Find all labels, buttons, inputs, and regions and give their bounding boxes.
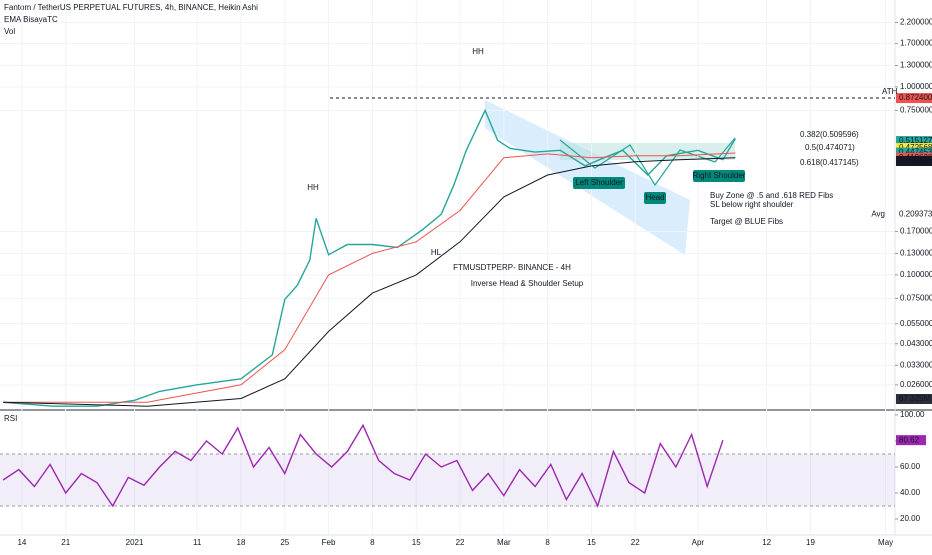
- y-tick-label: 2.200000: [900, 18, 932, 27]
- annotation: Head: [645, 193, 664, 202]
- annotation: Target @ BLUE Fibs: [710, 217, 783, 226]
- y-tick-label: 60.00: [900, 462, 921, 471]
- annotation: Left Shoulder: [575, 178, 623, 187]
- x-tick-label: 11: [193, 538, 202, 547]
- ath-label: ATH: [882, 87, 898, 96]
- price-line: [3, 152, 736, 403]
- x-tick-label: 2021: [126, 538, 144, 547]
- y-tick-label: 0.750000: [900, 106, 932, 115]
- y-tick-label: 1.700000: [900, 39, 932, 48]
- annotation: SL below right shoulder: [710, 200, 794, 209]
- price-tag: [896, 93, 932, 104]
- annotation: 0.382(0.509596): [800, 130, 859, 139]
- x-tick-label: 18: [237, 538, 246, 547]
- y-tick-label: 40.00: [900, 488, 921, 497]
- rsi-tag-label: 80.62: [899, 435, 920, 444]
- x-tick-label: 22: [631, 538, 640, 547]
- price-tag-label: 0.403562: [899, 156, 932, 165]
- y-tick-label: 1.000000: [900, 82, 932, 91]
- x-tick-label: May: [878, 538, 893, 547]
- annotation: 0.618(0.417145): [800, 158, 859, 167]
- annotation: FTMUSDTPERP- BINANCE - 4H: [453, 263, 571, 272]
- buy-zone: [560, 143, 735, 160]
- volume-tag-label: 67.325M: [899, 394, 930, 403]
- x-tick-label: Apr: [692, 538, 705, 547]
- annotation-box: [573, 177, 625, 189]
- price-tag-label: 0.515127: [899, 136, 932, 145]
- annotation: Buy Zone @ .5 and .618 RED Fibs: [710, 191, 833, 200]
- annotation-box: [644, 192, 666, 204]
- y-tick-label: 100.00: [900, 410, 925, 419]
- x-tick-label: 19: [806, 538, 815, 547]
- x-tick-label: 21: [61, 538, 70, 547]
- price-tag: [896, 147, 932, 158]
- avg-label: 0.209373: [899, 210, 932, 219]
- annotation-box: [693, 170, 745, 182]
- annotation: 0.5(0.474071): [805, 143, 855, 152]
- price-tag: [896, 155, 932, 166]
- x-tick-label: 8: [545, 538, 550, 547]
- x-tick-label: 12: [762, 538, 771, 547]
- avg-name: Avg: [871, 210, 885, 219]
- volume-tag: [896, 394, 932, 404]
- price-tag-label: 0.447453: [899, 148, 932, 157]
- x-tick-label: 22: [456, 538, 465, 547]
- y-tick-label: 0.033000: [900, 360, 932, 369]
- y-tick-label: 0.170000: [900, 227, 932, 236]
- y-tick-label: 0.130000: [900, 249, 932, 258]
- symbol-title: Fantom / TetherUS PERPETUAL FUTURES, 4h,…: [4, 3, 258, 12]
- x-tick-label: 8: [370, 538, 375, 547]
- study-label: EMA BisayaTC: [4, 15, 58, 24]
- x-tick-label: 15: [587, 538, 596, 547]
- x-tick-label: 15: [412, 538, 421, 547]
- y-tick-label: 0.100000: [900, 270, 932, 279]
- y-tick-label: 0.055000: [900, 319, 932, 328]
- x-tick-label: 25: [280, 538, 289, 547]
- price-tag: [896, 136, 932, 147]
- head-shoulders-outline: [559, 137, 736, 187]
- y-tick-label: 0.026000: [900, 380, 932, 389]
- price-line: [3, 157, 736, 407]
- y-tick-label: 0.075000: [900, 293, 932, 302]
- x-tick-label: Feb: [322, 538, 336, 547]
- volume-legend: Vol: [4, 27, 15, 36]
- y-tick-label: 20.00: [900, 514, 921, 523]
- annotation: Right Shoulder: [693, 171, 746, 180]
- y-tick-label: 1.300000: [900, 61, 932, 70]
- rsi-tag: [896, 435, 926, 446]
- x-tick-label: Mar: [497, 538, 511, 547]
- annotation: HL: [431, 248, 442, 257]
- annotation: HH: [472, 47, 484, 56]
- x-tick-label: 14: [17, 538, 26, 547]
- price-tag-label: 0.872400: [899, 93, 932, 102]
- annotation: Inverse Head & Shoulder Setup: [471, 279, 584, 288]
- price-line: [3, 108, 737, 407]
- price-line: [2, 423, 724, 508]
- annotation: HH: [307, 183, 319, 192]
- y-tick-label: 0.043000: [900, 339, 932, 348]
- rsi-title: RSI: [4, 414, 17, 423]
